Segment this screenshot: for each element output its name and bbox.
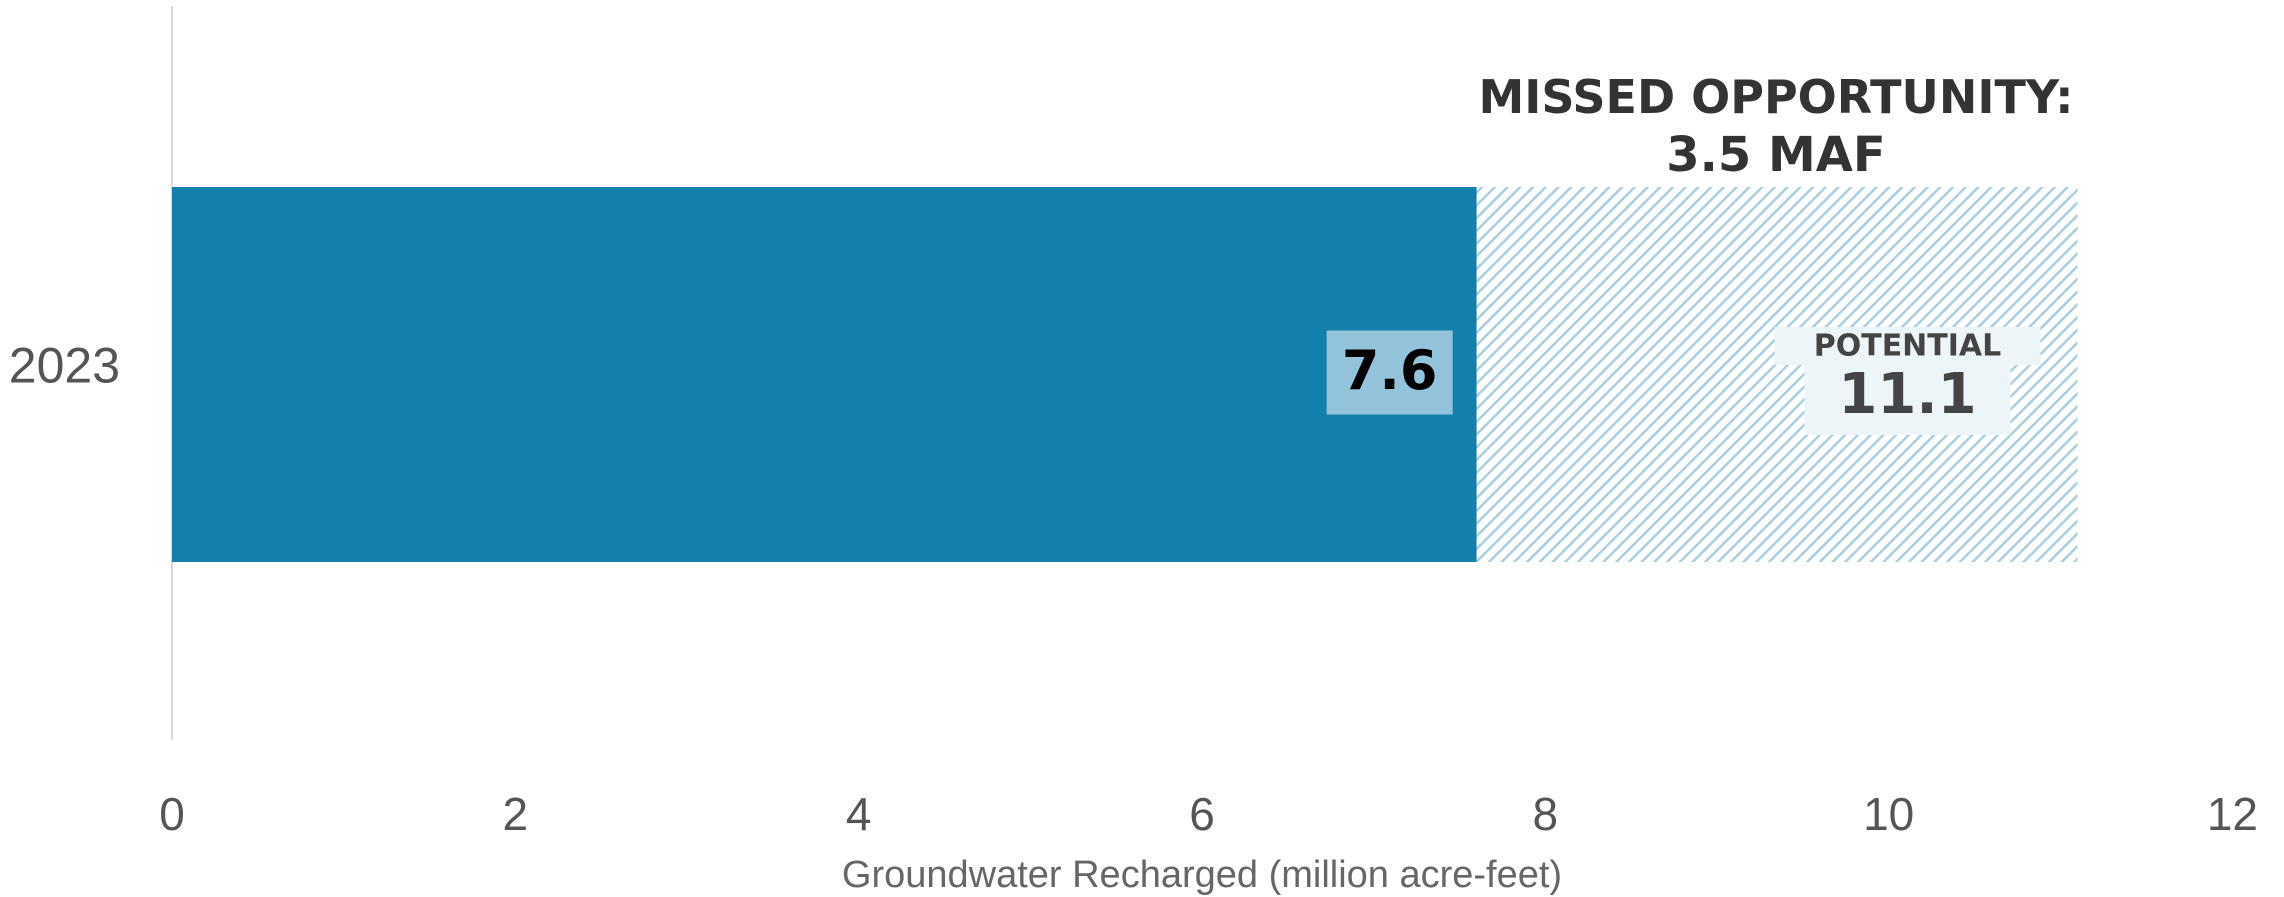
x-tick-label: 4 [846, 788, 872, 840]
potential-caption: POTENTIAL [1814, 329, 2002, 364]
x-tick-label: 2 [503, 788, 529, 840]
x-tick-label: 12 [2207, 788, 2258, 840]
missed-opportunity-value: 3.5 MAF [1666, 127, 1885, 183]
x-axis-ticks: 0 2 4 6 8 10 12 [159, 788, 2258, 840]
potential-caption-bg [1774, 327, 2041, 365]
actual-value-label-bg [1326, 330, 1453, 415]
bar-actual [172, 187, 1477, 562]
category-label: 2023 [9, 338, 120, 394]
x-tick-label: 0 [159, 788, 185, 840]
missed-opportunity-label: MISSED OPPORTUNITY: [1478, 70, 2073, 124]
x-tick-label: 10 [1863, 788, 1914, 840]
x-tick-label: 6 [1189, 788, 1215, 840]
potential-value-label: 11.1 [1838, 362, 1976, 427]
x-axis-title: Groundwater Recharged (million acre-feet… [842, 854, 1562, 896]
bars [172, 187, 2078, 562]
potential-value-bg [1804, 363, 2011, 435]
actual-value-label: 7.6 [1342, 339, 1438, 402]
x-tick-label: 8 [1533, 788, 1559, 840]
